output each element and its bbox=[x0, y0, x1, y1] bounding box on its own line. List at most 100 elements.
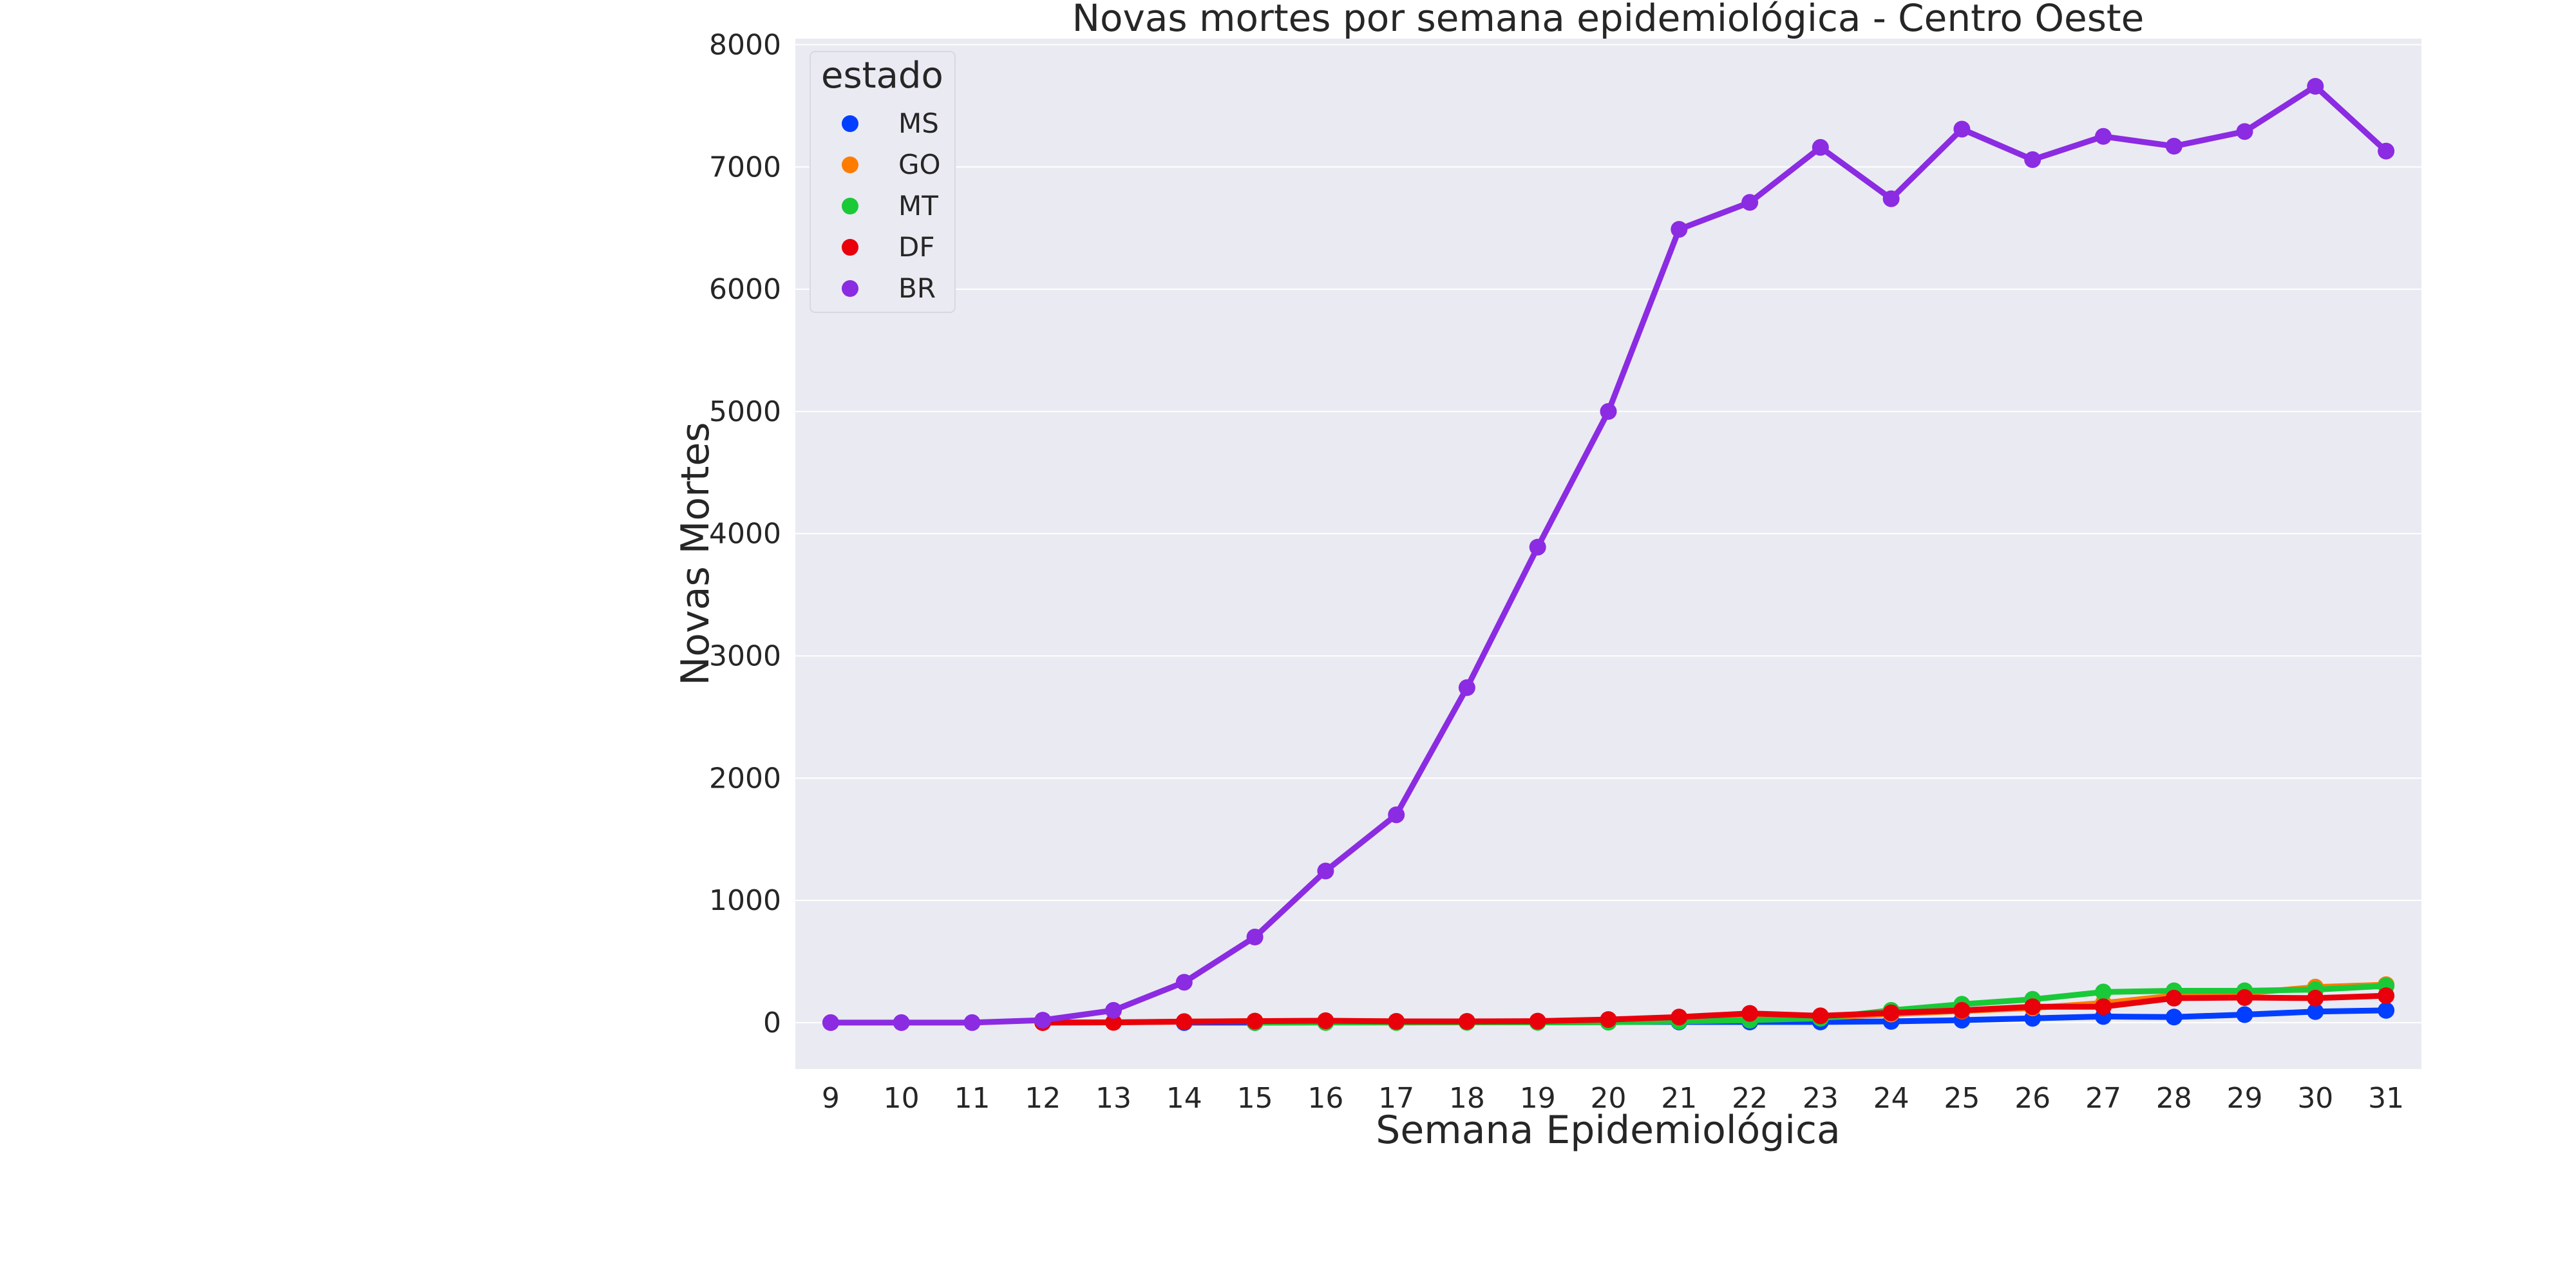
x-tick-label: 11 bbox=[954, 1082, 990, 1115]
x-tick-label: 15 bbox=[1237, 1082, 1273, 1115]
data-point-df bbox=[1741, 1005, 1759, 1022]
data-point-df bbox=[1105, 1014, 1122, 1031]
data-point-ms bbox=[2378, 1001, 2395, 1019]
data-point-br bbox=[1458, 679, 1475, 696]
legend-marker-go bbox=[842, 156, 858, 173]
data-point-br bbox=[1105, 1001, 1122, 1019]
x-tick-label: 16 bbox=[1307, 1082, 1343, 1115]
y-tick-label: 7000 bbox=[709, 151, 781, 184]
y-tick-label: 2000 bbox=[709, 762, 781, 795]
legend-marker-mt bbox=[842, 198, 858, 214]
plot-background bbox=[795, 39, 2421, 1069]
legend-label-df: DF bbox=[898, 231, 935, 263]
series-df bbox=[1034, 987, 2395, 1031]
data-point-df bbox=[2307, 989, 2324, 1007]
data-point-br bbox=[1812, 138, 1829, 156]
data-point-br bbox=[2165, 138, 2183, 155]
x-tick-label: 20 bbox=[1591, 1082, 1627, 1115]
data-point-df bbox=[1246, 1012, 1264, 1030]
series-layer bbox=[822, 78, 2395, 1031]
data-point-df bbox=[1388, 1013, 1405, 1030]
y-axis: 0 1000 2000 3000 4000 5000 6000 7000 8000 bbox=[709, 28, 781, 1039]
data-point-df bbox=[2024, 998, 2041, 1016]
x-tick-label: 25 bbox=[1944, 1082, 1980, 1115]
x-tick-label: 29 bbox=[2227, 1082, 2263, 1115]
data-point-df bbox=[1812, 1007, 1829, 1025]
data-point-df bbox=[1600, 1011, 1617, 1028]
y-tick-label: 1000 bbox=[709, 884, 781, 917]
data-point-br bbox=[2095, 128, 2112, 145]
x-tick-label: 28 bbox=[2156, 1082, 2192, 1115]
x-tick-label: 13 bbox=[1095, 1082, 1132, 1115]
data-point-br bbox=[2307, 78, 2324, 95]
series-line-df bbox=[1043, 992, 2387, 1026]
data-point-br bbox=[1953, 120, 1971, 138]
x-tick-label: 27 bbox=[2085, 1082, 2121, 1115]
data-point-br bbox=[1175, 974, 1193, 991]
legend-marker-df bbox=[842, 239, 858, 256]
data-point-df bbox=[2378, 987, 2395, 1005]
series-br bbox=[822, 78, 2395, 1031]
y-tick-label: 5000 bbox=[709, 395, 781, 428]
data-point-df bbox=[1175, 1013, 1193, 1030]
data-point-br bbox=[2024, 151, 2041, 168]
x-tick-label: 17 bbox=[1378, 1082, 1414, 1115]
legend: estado MS GO MT DF BR bbox=[810, 51, 956, 313]
y-axis-label: Novas Mortes bbox=[673, 422, 718, 685]
data-point-br bbox=[1600, 402, 1617, 420]
x-tick-label: 18 bbox=[1449, 1082, 1485, 1115]
x-axis: 9 10 11 12 13 14 15 16 17 18 19 20 21 22 23 24 25 26 27 28 2… bbox=[822, 1082, 2404, 1115]
legend-title: estado bbox=[821, 55, 943, 97]
x-tick-label: 10 bbox=[884, 1082, 920, 1115]
y-tick-label: 3000 bbox=[709, 639, 781, 672]
data-point-br bbox=[1317, 862, 1334, 880]
legend-label-mt: MT bbox=[898, 190, 938, 222]
data-point-df bbox=[1529, 1012, 1546, 1030]
x-tick-label: 30 bbox=[2297, 1082, 2333, 1115]
data-point-br bbox=[2378, 142, 2395, 160]
x-tick-label: 9 bbox=[822, 1082, 840, 1115]
legend-items: MS GO MT DF BR bbox=[842, 108, 941, 304]
data-point-df bbox=[1953, 1001, 1971, 1019]
x-tick-label: 24 bbox=[1873, 1082, 1909, 1115]
legend-marker-ms bbox=[842, 115, 858, 132]
data-point-br bbox=[1388, 806, 1405, 824]
x-tick-label: 23 bbox=[1803, 1082, 1839, 1115]
x-tick-label: 19 bbox=[1520, 1082, 1556, 1115]
data-point-df bbox=[1458, 1013, 1475, 1030]
data-point-br bbox=[963, 1014, 981, 1031]
data-point-br bbox=[1882, 190, 1900, 207]
x-tick-label: 12 bbox=[1025, 1082, 1061, 1115]
data-point-br bbox=[1034, 1012, 1052, 1029]
data-point-br bbox=[2236, 123, 2253, 140]
data-point-ms bbox=[2236, 1006, 2253, 1023]
x-axis-label: Semana Epidemiológica bbox=[1376, 1108, 1840, 1153]
data-point-df bbox=[2165, 989, 2183, 1007]
x-tick-label: 21 bbox=[1661, 1082, 1697, 1115]
x-tick-label: 31 bbox=[2368, 1082, 2404, 1115]
data-point-df bbox=[2236, 989, 2253, 1006]
data-point-br bbox=[1671, 221, 1688, 238]
data-point-df bbox=[2095, 998, 2112, 1016]
legend-label-ms: MS bbox=[898, 108, 939, 139]
data-point-df bbox=[1317, 1012, 1334, 1029]
legend-label-br: BR bbox=[898, 272, 936, 304]
chart-title: Novas mortes por semana epidemiológica -… bbox=[1072, 0, 2145, 40]
data-point-br bbox=[893, 1014, 910, 1031]
data-point-df bbox=[1882, 1004, 1900, 1021]
data-point-br bbox=[1246, 929, 1264, 945]
x-tick-label: 22 bbox=[1732, 1082, 1768, 1115]
data-point-br bbox=[1529, 538, 1546, 556]
data-point-br bbox=[1741, 194, 1759, 211]
legend-label-go: GO bbox=[898, 149, 941, 180]
y-tick-label: 0 bbox=[763, 1007, 781, 1039]
legend-marker-br bbox=[842, 280, 858, 297]
x-tick-label: 26 bbox=[2014, 1082, 2050, 1115]
data-point-mt bbox=[2095, 983, 2112, 1001]
y-tick-label: 8000 bbox=[709, 28, 781, 61]
data-point-ms bbox=[2165, 1009, 2183, 1026]
data-point-df bbox=[1671, 1009, 1688, 1026]
data-point-ms bbox=[2307, 1003, 2324, 1020]
x-tick-label: 14 bbox=[1166, 1082, 1202, 1115]
